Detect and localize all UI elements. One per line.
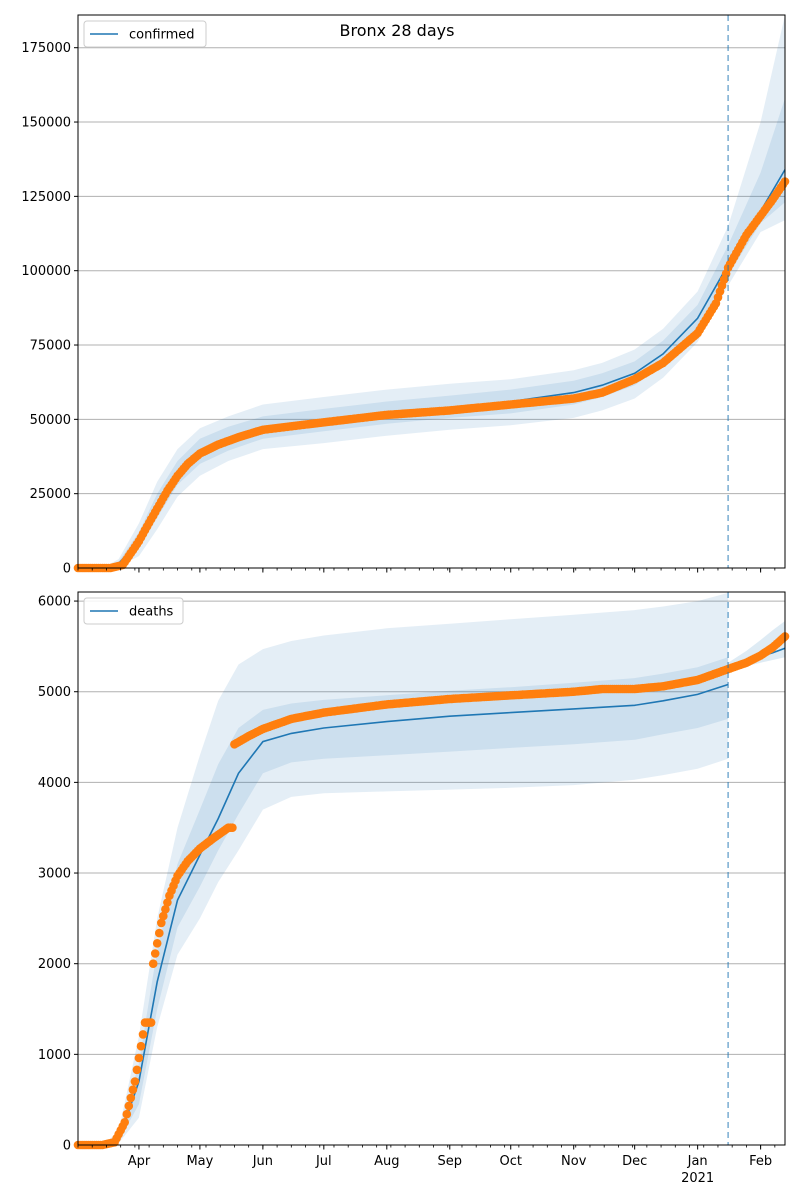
observed-point <box>126 1093 136 1103</box>
legend-box <box>83 597 184 625</box>
observed-point <box>134 1053 144 1063</box>
legend: deaths <box>83 597 184 625</box>
observed-point <box>161 905 170 914</box>
legend-label: confirmed <box>129 28 195 43</box>
observed-point <box>132 1065 142 1075</box>
inner-interval-band <box>78 657 729 1145</box>
observed-point <box>148 959 158 968</box>
y-tick-label: 6000 <box>38 595 71 610</box>
y-tick-label: 25000 <box>30 487 71 502</box>
forecast-interval-band <box>728 621 785 672</box>
observed-point <box>157 918 166 928</box>
y-tick-label: 0 <box>63 1139 71 1154</box>
y-tick-label: 5000 <box>38 685 71 700</box>
x-tick-label: Dec <box>622 1154 647 1169</box>
legend: confirmed <box>83 20 207 48</box>
observed-point <box>136 1041 146 1051</box>
x-tick-label: Jul <box>315 1154 332 1169</box>
observed-point <box>159 911 168 921</box>
y-tick-label: 150000 <box>21 116 71 131</box>
observed-point <box>150 949 160 958</box>
axes-frame <box>77 591 786 1146</box>
observed-point <box>152 939 162 948</box>
observed-point <box>130 1077 140 1086</box>
observed-point <box>138 1030 148 1039</box>
y-tick-label: 3000 <box>38 867 71 882</box>
y-tick-label: 4000 <box>38 776 71 791</box>
x-tick-label: Aug <box>374 1154 399 1169</box>
x-tick-label: Apr <box>128 1154 151 1169</box>
observed-point <box>124 1101 134 1111</box>
x-tick-label: May <box>186 1154 213 1169</box>
x-tick-label: Oct <box>499 1154 521 1169</box>
y-tick-label: 125000 <box>21 190 71 205</box>
observed-point <box>155 928 164 938</box>
y-tick-label: 75000 <box>30 339 71 354</box>
outer-interval-band <box>78 592 729 1145</box>
x-year-label: 2021 <box>681 1171 714 1186</box>
y-tick-label: 50000 <box>30 413 71 428</box>
deaths-panel: 0 1000 2000 3000 4000 5000 6000 Apr May Jun Jul Aug… <box>38 591 790 1186</box>
y-tick-label: 100000 <box>21 264 71 279</box>
chart-title: Bronx 28 days <box>340 21 455 40</box>
model-line <box>78 683 729 1146</box>
observed-point <box>163 898 172 907</box>
observed-point <box>122 1109 132 1119</box>
x-tick-label: Jan <box>687 1154 708 1169</box>
x-tick-label: Feb <box>749 1154 772 1169</box>
observed-series <box>73 632 790 1150</box>
x-tick-label: Nov <box>561 1154 587 1169</box>
y-tick-label: 1000 <box>38 1048 71 1063</box>
legend-label: deaths <box>129 605 174 620</box>
observed-point <box>120 1118 129 1127</box>
observed-point <box>128 1085 138 1094</box>
y-tick-label: 175000 <box>21 41 71 56</box>
axes-frame <box>77 14 786 569</box>
y-tick-label: 0 <box>63 562 71 577</box>
x-tick-label: Jun <box>252 1154 273 1169</box>
confirmed-panel: 0 25000 50000 75000 100000 125000 150000 175000… <box>21 14 790 577</box>
legend-box <box>83 20 207 48</box>
x-tick-label: Sep <box>438 1154 463 1169</box>
observed-point <box>146 1018 156 1027</box>
observed-series <box>73 177 790 573</box>
y-tick-label: 2000 <box>38 957 71 972</box>
observed-point <box>228 823 237 832</box>
